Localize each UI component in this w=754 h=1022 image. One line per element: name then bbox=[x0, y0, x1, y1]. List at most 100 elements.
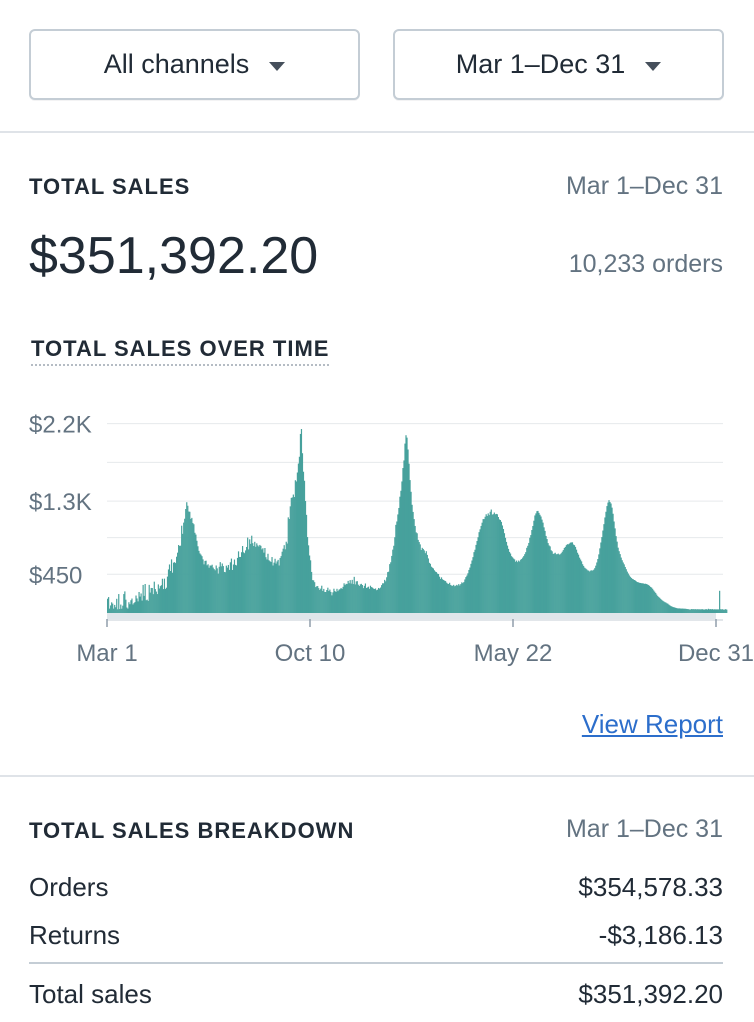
bar bbox=[702, 609, 704, 613]
bar bbox=[415, 532, 417, 613]
bar bbox=[418, 542, 420, 613]
bar bbox=[124, 591, 126, 613]
bar bbox=[369, 585, 372, 613]
bar bbox=[346, 584, 348, 613]
date-range-dropdown[interactable]: Mar 1–Dec 31 bbox=[393, 29, 724, 100]
bar bbox=[553, 553, 555, 613]
bar bbox=[540, 516, 542, 613]
bar bbox=[468, 569, 470, 613]
breakdown-total-rule bbox=[29, 962, 723, 964]
bar bbox=[198, 550, 200, 613]
bar bbox=[403, 460, 405, 613]
bar bbox=[542, 522, 544, 613]
bar bbox=[609, 502, 611, 613]
bar bbox=[435, 572, 438, 613]
bar bbox=[182, 533, 184, 613]
bar bbox=[419, 544, 421, 613]
bar bbox=[535, 513, 537, 613]
bar bbox=[592, 570, 594, 613]
bar bbox=[612, 513, 614, 613]
bar bbox=[561, 551, 563, 613]
bar bbox=[606, 506, 608, 613]
bar bbox=[625, 569, 627, 613]
bar bbox=[209, 565, 211, 613]
bar bbox=[332, 592, 334, 613]
breakdown-value-returns: -$3,186.13 bbox=[598, 920, 723, 950]
bar bbox=[471, 560, 473, 613]
bar bbox=[284, 549, 286, 613]
bar bbox=[505, 541, 508, 613]
bar bbox=[133, 603, 135, 613]
bar bbox=[693, 609, 695, 613]
bar bbox=[672, 607, 674, 613]
bar bbox=[371, 587, 374, 613]
bar bbox=[262, 548, 264, 613]
bar bbox=[476, 541, 478, 613]
bar bbox=[699, 609, 701, 613]
bar bbox=[697, 609, 699, 613]
bar bbox=[696, 609, 698, 613]
chart-title[interactable]: TOTAL SALES OVER TIME bbox=[31, 336, 330, 366]
bar bbox=[136, 598, 138, 613]
bar bbox=[449, 582, 451, 613]
bar bbox=[339, 589, 341, 613]
bar bbox=[302, 471, 305, 613]
bar bbox=[644, 583, 647, 613]
bar bbox=[387, 572, 389, 613]
bar bbox=[564, 546, 566, 613]
total-sales-title: TOTAL SALES bbox=[29, 174, 191, 199]
bar bbox=[356, 581, 358, 613]
bar bbox=[370, 587, 373, 613]
bar bbox=[163, 578, 166, 613]
bar bbox=[157, 584, 159, 613]
bar bbox=[238, 556, 241, 613]
bar bbox=[557, 553, 559, 613]
breakdown-label-returns: Returns bbox=[29, 920, 121, 950]
bar bbox=[594, 568, 596, 613]
bar bbox=[243, 552, 245, 613]
bar bbox=[698, 609, 700, 613]
bar bbox=[482, 519, 484, 613]
bar bbox=[421, 547, 423, 613]
bar bbox=[656, 594, 658, 613]
bar bbox=[501, 525, 504, 613]
bar bbox=[450, 584, 452, 613]
bar bbox=[383, 583, 385, 613]
bar bbox=[641, 583, 644, 613]
bar bbox=[588, 570, 590, 613]
bar bbox=[224, 572, 226, 613]
bar bbox=[335, 591, 337, 613]
bar bbox=[116, 598, 118, 613]
bar bbox=[517, 562, 519, 613]
bar bbox=[492, 514, 494, 613]
bar bbox=[516, 560, 518, 613]
bar bbox=[402, 468, 404, 613]
bar bbox=[397, 514, 399, 613]
bar bbox=[427, 558, 429, 613]
bar bbox=[541, 519, 543, 613]
bar bbox=[608, 500, 610, 613]
bar bbox=[178, 544, 180, 613]
bar bbox=[201, 556, 203, 613]
bar bbox=[646, 584, 649, 613]
channel-filter-dropdown[interactable]: All channels bbox=[29, 29, 360, 100]
bar bbox=[494, 514, 496, 613]
bar bbox=[422, 548, 424, 613]
bar bbox=[260, 545, 262, 613]
bar bbox=[275, 563, 277, 613]
bar bbox=[417, 539, 419, 613]
bar bbox=[595, 565, 597, 613]
view-report-link[interactable]: View Report bbox=[581, 709, 723, 739]
bar bbox=[643, 583, 646, 613]
bar bbox=[635, 581, 638, 613]
x-tick-label: Dec 31 bbox=[678, 640, 754, 667]
bar bbox=[115, 607, 117, 613]
bar bbox=[225, 565, 227, 613]
bar bbox=[288, 518, 290, 613]
x-tick-label: May 22 bbox=[474, 640, 553, 667]
bar bbox=[546, 539, 548, 613]
bar bbox=[491, 514, 493, 613]
bar bbox=[153, 581, 155, 613]
bar bbox=[581, 561, 583, 613]
bar bbox=[565, 545, 567, 613]
